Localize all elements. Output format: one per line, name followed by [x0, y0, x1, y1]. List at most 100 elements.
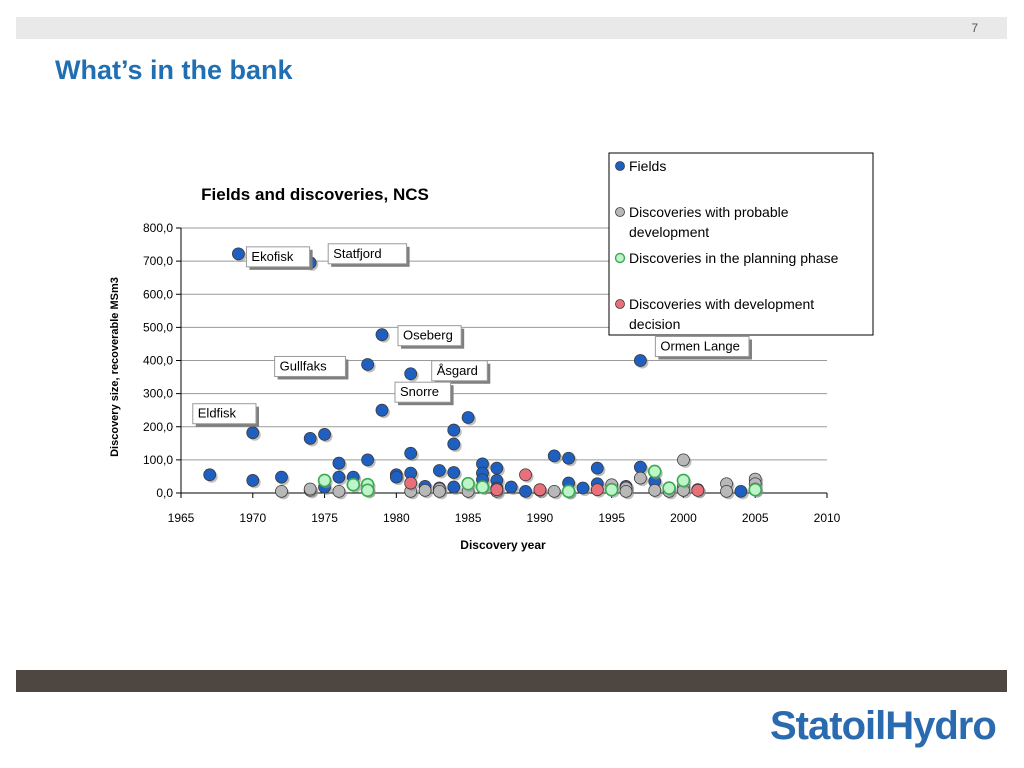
data-point — [748, 482, 763, 497]
legend-label-line: Discoveries with probable — [629, 204, 789, 220]
legend-marker — [614, 252, 626, 264]
data-point — [490, 483, 504, 497]
data-point — [332, 456, 346, 470]
data-point — [519, 484, 532, 498]
data-point — [332, 470, 346, 484]
data-point — [332, 484, 346, 498]
callout-box — [327, 243, 408, 265]
data-point — [490, 461, 504, 475]
legend-label: Discoveries with probable development — [629, 204, 789, 240]
data-point — [246, 474, 260, 487]
data-point — [389, 470, 403, 484]
slide-title: What’s in the bank — [55, 55, 293, 85]
legend-label-line: development — [629, 224, 709, 240]
data-point — [647, 464, 662, 479]
x-tick-label: 1975 — [311, 511, 338, 525]
callout-box — [431, 360, 488, 382]
legend-label-line: Fields — [629, 158, 666, 174]
callout-label: Åsgard — [437, 363, 478, 378]
callout-label: Statfjord — [333, 246, 381, 261]
legend-box — [608, 152, 874, 336]
data-point — [447, 480, 461, 494]
legend: Fields Discoveries with probable developme… — [608, 152, 874, 336]
top-bar — [16, 17, 1007, 39]
y-tick-label: 800,0 — [143, 221, 173, 235]
data-point — [590, 461, 604, 475]
data-point — [318, 427, 331, 441]
data-point — [676, 473, 691, 488]
data-point — [619, 484, 633, 498]
company-logo: StatoilHydro — [770, 704, 997, 749]
data-point — [461, 411, 475, 424]
data-point — [734, 484, 748, 498]
data-point — [232, 247, 245, 261]
data-point — [303, 482, 317, 496]
data-point — [346, 477, 361, 492]
data-point — [275, 470, 288, 484]
callout-box — [397, 325, 462, 347]
data-point — [361, 358, 375, 371]
legend-label-line: Discoveries in the planning phase — [629, 250, 839, 266]
callout-label: Gullfaks — [280, 358, 327, 373]
data-point — [691, 483, 705, 497]
y-tick-label: 600,0 — [143, 287, 173, 301]
legend-label-line: Discoveries with development — [629, 296, 814, 312]
data-point — [662, 481, 676, 495]
data-point — [633, 471, 647, 485]
data-point — [576, 481, 590, 495]
data-point — [633, 460, 647, 474]
legend-label: Fields — [629, 158, 666, 174]
callout-label: Snorre — [400, 384, 439, 399]
callout-label: Ormen Lange — [660, 339, 740, 354]
data-point — [404, 476, 418, 490]
data-point — [633, 354, 647, 367]
data-point — [447, 423, 461, 437]
legend-label: Discoveries in the planning phase — [629, 250, 839, 266]
data-point — [360, 483, 375, 498]
y-tick-label: 700,0 — [143, 254, 173, 268]
legend-marker — [615, 207, 625, 217]
legend-label-line: decision — [629, 316, 680, 332]
data-point — [246, 426, 260, 440]
data-point — [533, 483, 547, 497]
logo-text: StatoilHydro — [770, 704, 997, 748]
data-point — [317, 473, 332, 488]
callout-label: Oseberg — [403, 328, 453, 343]
legend-label: Discoveries with development decision — [629, 296, 814, 332]
data-point — [375, 403, 389, 417]
footer-bar — [16, 670, 1007, 692]
slide-number: 7 — [971, 21, 978, 35]
data-point — [561, 484, 576, 499]
data-point — [519, 468, 532, 482]
data-point — [461, 476, 475, 491]
x-tick-label: 2005 — [742, 511, 769, 525]
data-point — [361, 453, 375, 467]
x-tick-label: 1965 — [168, 511, 195, 525]
data-point — [203, 468, 217, 482]
y-tick-label: 0,0 — [156, 486, 173, 500]
data-point — [432, 484, 446, 498]
x-axis-label: Discovery year — [460, 538, 546, 552]
callout-box — [274, 355, 346, 377]
axes: 0,0 100,0 200,0 300,0 400,0 500,0 600,0 700,0 80… — [143, 221, 841, 525]
annotations: Ekofisk Statfjord Oseberg Gullfaks Åsgard Eld… — [192, 243, 752, 427]
data-point — [275, 484, 288, 498]
legend-marker — [615, 161, 625, 171]
data-point — [677, 453, 690, 467]
callout-box — [192, 403, 257, 425]
y-tick-label: 400,0 — [143, 354, 173, 368]
data-point — [404, 446, 418, 460]
y-tick-label: 500,0 — [143, 320, 173, 334]
y-tick-label: 100,0 — [143, 453, 173, 467]
data-point — [432, 464, 446, 477]
data-point — [648, 483, 662, 497]
y-tick-label: 300,0 — [143, 387, 173, 401]
data-point — [562, 451, 575, 465]
x-tick-label: 1985 — [455, 511, 482, 525]
data-point — [475, 480, 490, 494]
callout-label: Eldfisk — [198, 406, 237, 421]
data-point — [604, 482, 619, 497]
data-point — [504, 480, 518, 494]
x-tick-label: 1970 — [239, 511, 266, 525]
